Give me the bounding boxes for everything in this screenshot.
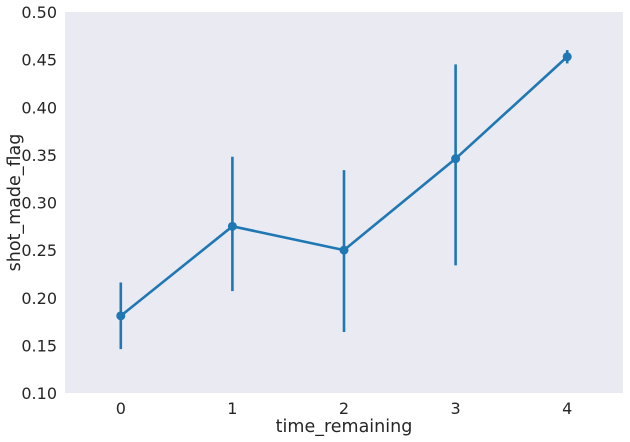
y-axis-label: shot_made_flag bbox=[5, 134, 25, 272]
x-axis-label: time_remaining bbox=[276, 417, 413, 437]
x-tick-label: 2 bbox=[339, 399, 349, 418]
y-tick-label: 0.40 bbox=[21, 98, 57, 117]
data-point bbox=[562, 52, 572, 62]
y-tick-label: 0.25 bbox=[21, 241, 57, 260]
data-point bbox=[451, 154, 461, 164]
y-tick-label: 0.30 bbox=[21, 194, 57, 213]
y-tick-label: 0.50 bbox=[21, 3, 57, 22]
data-point bbox=[339, 245, 349, 255]
x-tick-labels: 0 1 2 3 4 bbox=[116, 399, 573, 418]
y-tick-label: 0.10 bbox=[21, 384, 57, 403]
series-points bbox=[116, 52, 572, 321]
data-point bbox=[227, 221, 237, 231]
y-tick-label: 0.45 bbox=[21, 51, 57, 70]
y-tick-label: 0.20 bbox=[21, 289, 57, 308]
x-tick-label: 1 bbox=[227, 399, 237, 418]
x-tick-label: 0 bbox=[116, 399, 126, 418]
x-tick-label: 4 bbox=[562, 399, 572, 418]
data-point bbox=[116, 311, 126, 321]
y-tick-label: 0.15 bbox=[21, 336, 57, 355]
x-tick-label: 3 bbox=[451, 399, 461, 418]
y-tick-label: 0.35 bbox=[21, 146, 57, 165]
y-tick-labels: 0.10 0.15 0.20 0.25 0.30 0.35 0.40 0.45 0.50 bbox=[21, 3, 57, 403]
